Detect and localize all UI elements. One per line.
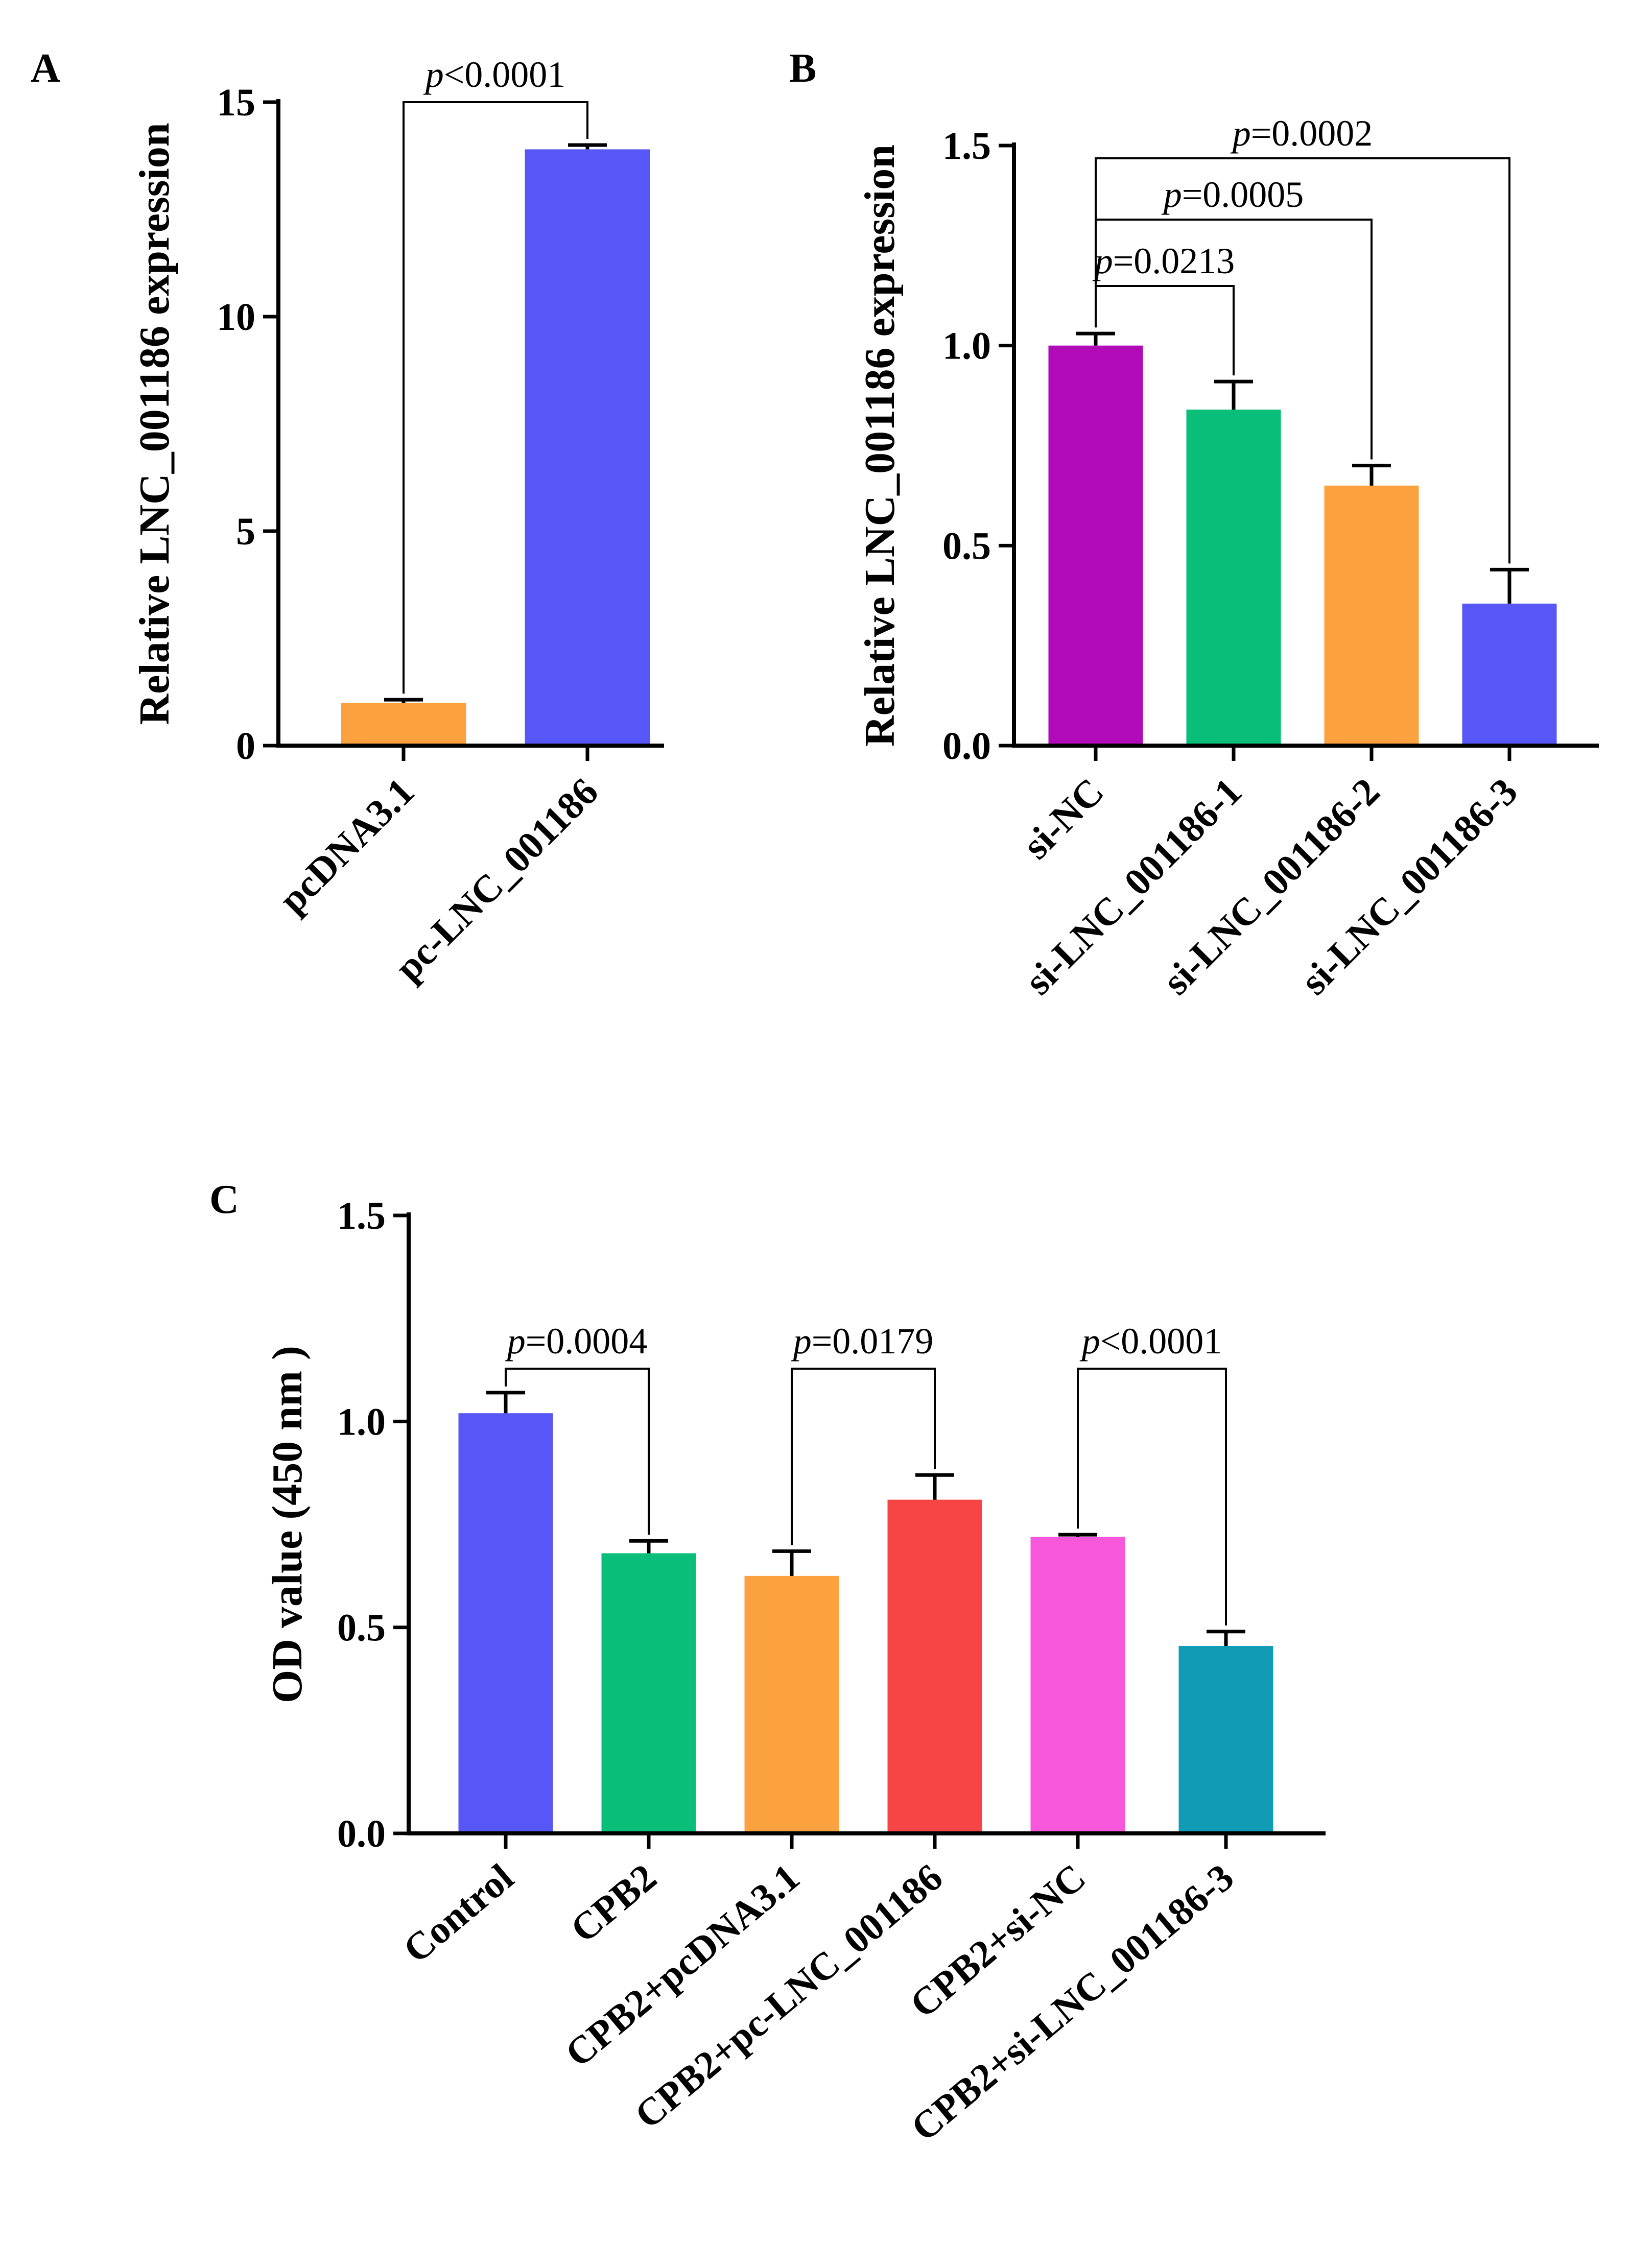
bar — [525, 149, 650, 746]
significance-bracket — [1095, 157, 1510, 564]
panel-c: C 0.0 0.5 1.0 1.5 OD value (450 nm ) Control CP… — [209, 1177, 1326, 2150]
y-tick-label: 5 — [236, 510, 255, 553]
significance-bracket — [505, 1368, 650, 1535]
bar — [1462, 603, 1557, 746]
y-axis-label: Relative LNC_001186 expression — [856, 145, 904, 747]
y-axis-label: OD value (450 nm ) — [264, 1346, 311, 1703]
bar — [458, 1413, 553, 1833]
y-axis-label: Relative LNC_001186 expression — [131, 123, 178, 725]
y-tick-label: 10 — [217, 296, 255, 339]
panel-a: A 0 5 10 15 Relative LNC_001186 expression pcD… — [31, 46, 664, 989]
p-value-label: p=0.0005 — [1161, 174, 1304, 215]
bar — [341, 703, 466, 746]
p-value-label: p=0.0004 — [505, 1321, 648, 1362]
panel-b: B 0.0 0.5 1.0 1.5 Relative LNC_001186 express… — [789, 46, 1599, 1003]
p-value-label: p=0.0213 — [1092, 241, 1235, 281]
bar — [1186, 410, 1281, 746]
bar — [1324, 485, 1419, 746]
y-tick-label: 1.0 — [942, 325, 991, 368]
y-tick-label: 1.0 — [337, 1400, 386, 1443]
panel-letter: A — [31, 46, 60, 91]
y-tick-label: 0.0 — [942, 725, 991, 768]
x-tick-label: Control — [395, 1856, 522, 1971]
bar — [1030, 1537, 1125, 1833]
p-value-label: p=0.0179 — [791, 1321, 934, 1362]
p-value-label: p=0.0002 — [1230, 113, 1373, 154]
p-value-label: p<0.0001 — [423, 54, 566, 95]
y-tick-label: 1.5 — [337, 1195, 386, 1237]
bar — [744, 1575, 839, 1833]
y-tick-label: 0.5 — [942, 524, 991, 567]
significance-bracket — [403, 101, 588, 694]
y-tick-label: 15 — [217, 81, 255, 124]
y-tick-label: 0.5 — [337, 1607, 386, 1650]
significance-bracket — [791, 1368, 936, 1545]
y-tick-label: 0.0 — [337, 1812, 386, 1855]
y-tick-label: 0 — [236, 725, 255, 768]
panel-letter: B — [789, 46, 816, 91]
significance-bracket — [1077, 1368, 1227, 1626]
bar — [1048, 345, 1143, 746]
bar — [887, 1499, 982, 1833]
panel-letter: C — [209, 1177, 239, 1222]
y-tick-label: 1.5 — [942, 125, 991, 168]
bar — [1178, 1645, 1273, 1833]
x-tick-label: CPB2 — [562, 1856, 665, 1951]
x-tick-label: si-NC — [1014, 770, 1112, 868]
p-value-label: p<0.0001 — [1079, 1321, 1222, 1362]
x-tick-label: pcDNA3.1 — [271, 770, 422, 922]
x-tick-label: CPB2+pcDNA3.1 — [557, 1856, 808, 2075]
bar — [601, 1553, 696, 1833]
